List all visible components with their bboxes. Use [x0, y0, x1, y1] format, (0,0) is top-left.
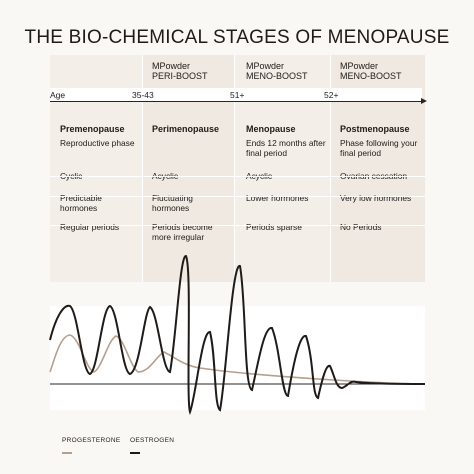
age-axis-band: [50, 88, 422, 102]
oestrogen-curve: [49, 254, 426, 416]
product-name: MENO-BOOST: [246, 71, 308, 81]
stage-name: Menopause: [246, 124, 296, 134]
product-name: MENO-BOOST: [340, 71, 402, 81]
row-divider: [50, 225, 425, 226]
stage-name: Postmenopause: [340, 124, 410, 134]
age-axis-arrow-icon: [421, 98, 427, 104]
stage-periods: Regular periods: [60, 221, 120, 232]
product-brand: MPowder: [152, 61, 191, 71]
stage-name: Perimenopause: [152, 124, 220, 134]
column-divider: [142, 55, 143, 282]
column-divider: [234, 55, 235, 282]
stage-cycle: Acyclic: [246, 171, 328, 193]
stage-name: Premenopause: [60, 124, 125, 134]
product-brand: MPowder: [340, 61, 379, 71]
product-label-meno-boost-2: MPowder MENO-BOOST: [340, 61, 402, 81]
hormone-chart-band: [50, 306, 425, 410]
row-divider: [50, 196, 425, 197]
progesterone-curve: [49, 334, 426, 385]
age-tick: 52+: [324, 90, 339, 100]
stage-column-menopause: Menopause Ends 12 months after final per…: [246, 124, 328, 232]
stage-description: Ends 12 months after final period: [246, 137, 326, 159]
page-title: THE BIO-CHEMICAL STAGES OF MENOPAUSE: [24, 27, 450, 48]
legend-oestrogen: OESTROGEN: [130, 437, 175, 444]
stage-description: Reproductive phase: [60, 137, 135, 148]
product-name: PERI-BOOST: [152, 71, 208, 81]
product-label-peri-boost: MPowder PERI-BOOST: [152, 61, 208, 81]
stage-periods: Periods become more irregular: [152, 221, 213, 243]
legend-progesterone-swatch: [62, 452, 72, 454]
stage-hormones: Lower hormones: [246, 192, 309, 203]
stage-periods: No Periods: [340, 221, 382, 232]
legend-oestrogen-swatch: [130, 452, 140, 454]
stage-hormones: Very low hormones: [340, 192, 412, 203]
stage-hormones: Fluctuating hormones: [152, 192, 193, 214]
stage-column-postmenopause: Postmenopause Phase following your final…: [340, 124, 422, 232]
stage-column-premenopause: Premenopause Reproductive phase Cyclic P…: [60, 124, 140, 232]
row-divider: [50, 176, 425, 177]
legend-progesterone: PROGESTERONE: [62, 437, 121, 444]
stage-description: Phase following your final period: [340, 137, 418, 159]
stage-periods: Periods sparse: [246, 221, 302, 232]
stage-column-perimenopause: Perimenopause Acyclic Fluctuating hormon…: [152, 124, 232, 243]
product-brand: MPowder: [246, 61, 285, 71]
age-axis-label: Age: [50, 90, 66, 100]
stage-hormones: Predictable hormones: [60, 192, 102, 214]
age-tick: 51+: [230, 90, 245, 100]
age-tick: 35-43: [132, 90, 154, 100]
stage-cycle: Cyclic: [60, 171, 140, 193]
age-axis-line: [50, 101, 422, 102]
stage-cycle: Ovarian cessation: [340, 171, 422, 193]
product-label-meno-boost: MPowder MENO-BOOST: [246, 61, 308, 81]
column-divider: [330, 55, 331, 282]
stage-cycle: Acyclic: [152, 171, 232, 193]
